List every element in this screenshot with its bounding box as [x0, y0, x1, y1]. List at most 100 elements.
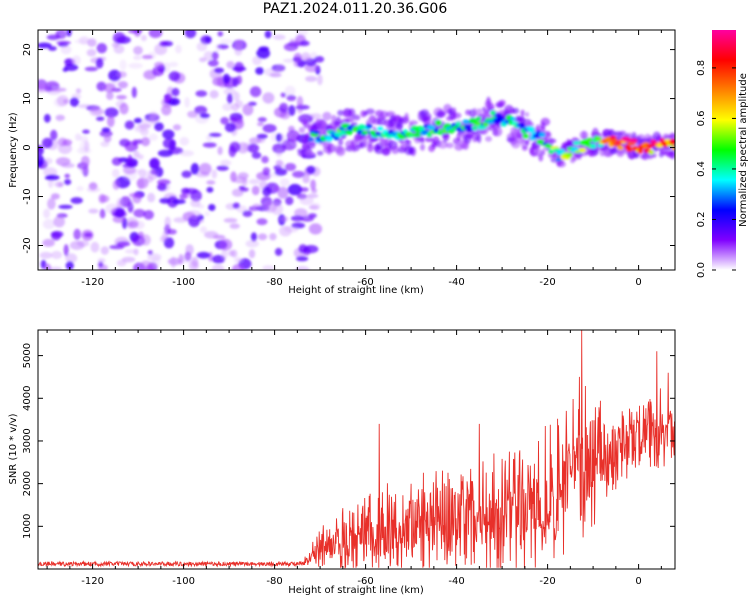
noise-blob [109, 244, 125, 250]
noise-blob [116, 197, 123, 209]
noise-blob [272, 34, 286, 40]
noise-blob [310, 113, 322, 120]
ridge-core-blob [586, 137, 593, 142]
noise-blob [181, 170, 192, 178]
ridge-core-blob [345, 129, 353, 135]
noise-blob [187, 110, 198, 118]
noise-blob [51, 231, 61, 241]
noise-blob [66, 30, 72, 37]
noise-blob [248, 178, 260, 185]
ridge-core-blob [465, 127, 473, 132]
noise-blob [277, 186, 289, 199]
noise-blob [214, 67, 225, 74]
colorbar-tick-label: 0.6 [696, 110, 707, 126]
x-tick-label: -100 [172, 576, 195, 587]
colorbar-tick-label: 0.8 [696, 60, 707, 76]
ridge-core-blob [589, 143, 597, 149]
noise-blob [149, 157, 160, 170]
noise-blob [209, 90, 219, 99]
noise-blob [131, 86, 137, 98]
noise-blob [256, 218, 268, 226]
noise-blob [226, 61, 235, 69]
x-tick-label: 0 [635, 277, 641, 288]
noise-blob [229, 141, 241, 153]
ridge-core-blob [426, 125, 436, 130]
ridge-halo-blob [406, 140, 412, 145]
noise-blob [262, 123, 277, 133]
noise-blob [111, 157, 122, 166]
noise-blob [231, 103, 240, 112]
noise-blob [132, 194, 142, 204]
ridge-halo-blob [652, 152, 657, 158]
noise-blob [314, 56, 325, 63]
noise-blob [194, 105, 208, 115]
noise-blob [47, 198, 56, 210]
noise-blob [251, 185, 260, 196]
noise-blob [299, 195, 314, 206]
noise-blob [242, 210, 253, 217]
ridge-halo-blob [327, 143, 336, 153]
noise-blob [235, 258, 244, 263]
noise-blob [214, 43, 221, 53]
noise-blob [100, 246, 109, 255]
noise-blob [257, 122, 264, 127]
noise-blob [97, 258, 106, 264]
noise-blob [211, 51, 219, 60]
colorbar-label: Normalized spectral amplitude [738, 73, 749, 227]
noise-blob [60, 44, 72, 55]
y-tick-label: -20 [22, 237, 33, 253]
noise-blob [175, 44, 182, 54]
noise-blob [304, 245, 319, 254]
noise-blob [303, 56, 312, 62]
noise-blob [279, 133, 286, 145]
noise-blob [279, 178, 290, 187]
noise-blob [159, 41, 168, 47]
noise-blob [103, 83, 116, 93]
spectrogram-x-ticks: -120 -100 -80 -60 -40 -20 0 [46, 30, 662, 288]
noise-blob [199, 226, 208, 234]
ridge-halo-blob [524, 140, 530, 145]
noise-blob [317, 74, 323, 86]
noise-blob [38, 155, 45, 166]
spectrogram-heatmap [38, 30, 675, 270]
noise-blob [262, 92, 275, 104]
noise-blob [283, 58, 296, 63]
ridge-halo-blob [335, 146, 346, 157]
noise-blob [50, 193, 60, 200]
noise-blob [298, 114, 313, 124]
ridge-core-blob [555, 157, 562, 162]
ridge-halo-blob [540, 149, 546, 156]
ridge-core-blob [519, 122, 525, 129]
x-tick-label: -40 [448, 576, 464, 587]
noise-blob [310, 179, 316, 191]
noise-blob [249, 86, 262, 98]
noise-blob [42, 238, 55, 247]
x-tick-label: -80 [266, 277, 282, 288]
noise-blob [124, 120, 135, 130]
ridge-halo-blob [445, 131, 450, 141]
noise-blob [231, 263, 245, 270]
ridge-halo-blob [337, 109, 344, 116]
ridge-halo-blob [410, 146, 417, 157]
noise-blob [199, 57, 207, 63]
noise-blob [141, 117, 156, 127]
noise-blob [63, 244, 69, 257]
noise-blob [232, 202, 240, 209]
noise-blob [250, 232, 257, 242]
ridge-halo-blob [451, 112, 462, 119]
noise-blob [220, 159, 232, 166]
noise-blob [302, 175, 310, 184]
noise-blob [86, 49, 97, 57]
noise-blob [294, 208, 308, 218]
ridge-halo-blob [348, 108, 356, 118]
noise-blob [168, 71, 181, 82]
noise-blob [84, 140, 90, 153]
x-tick-label: 0 [635, 576, 641, 587]
noise-blob [208, 204, 216, 211]
signal-ridge [297, 96, 675, 168]
noise-blob [249, 137, 262, 144]
noise-blob [90, 241, 100, 253]
noise-blob [241, 176, 248, 187]
noise-blob [46, 87, 61, 96]
ridge-halo-blob [467, 133, 474, 140]
